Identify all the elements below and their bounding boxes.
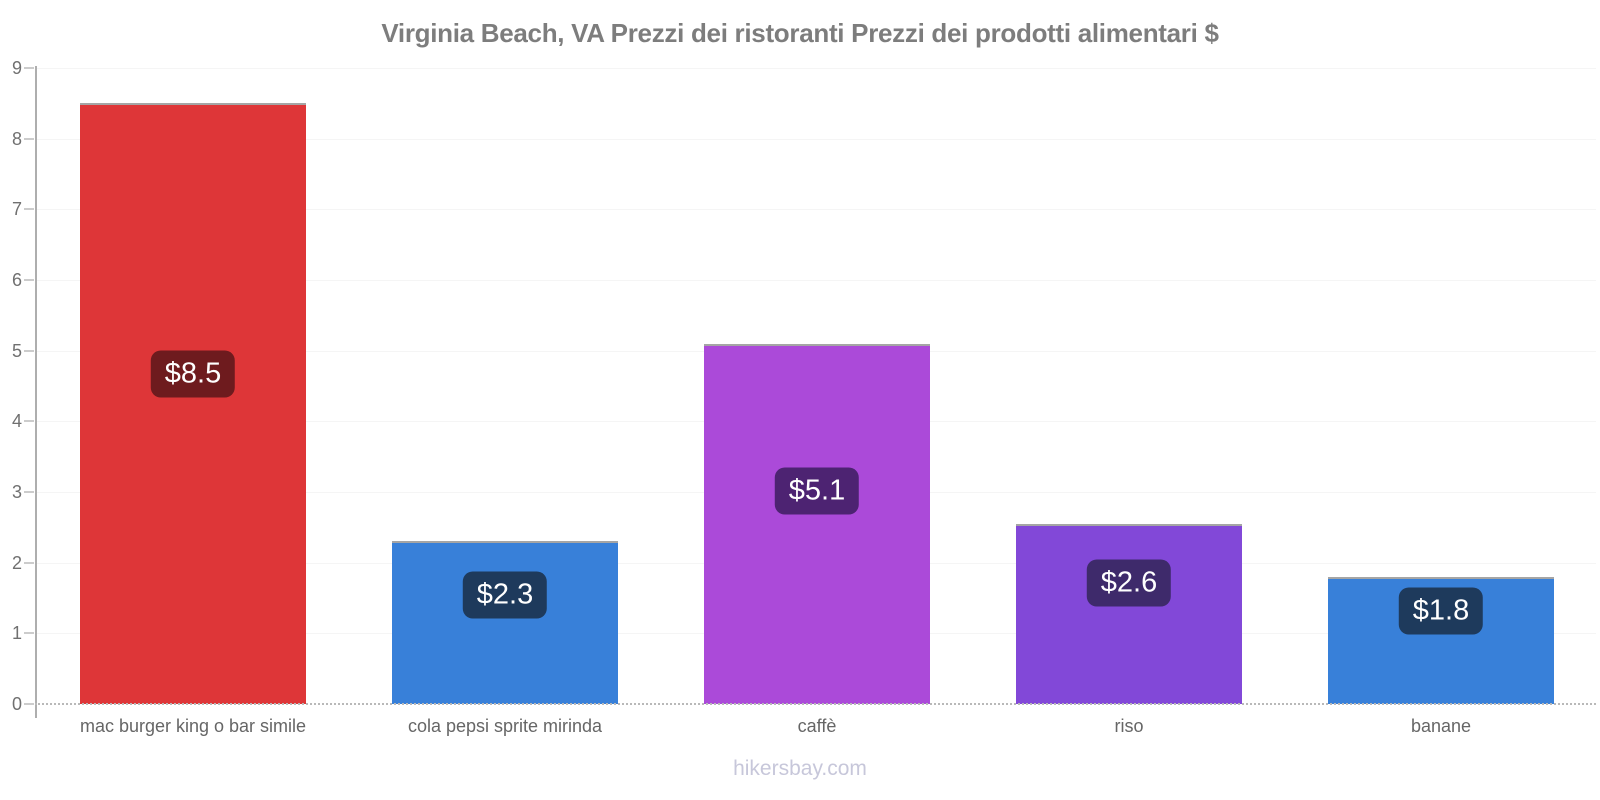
y-axis-label-7: 7 bbox=[11, 199, 22, 220]
value-badge-banane: $1.8 bbox=[1398, 587, 1484, 635]
y-axis-label-0: 0 bbox=[11, 694, 22, 714]
bar-riso[interactable] bbox=[1016, 523, 1242, 704]
y-axis-label-6: 6 bbox=[11, 269, 22, 290]
value-badge-cola-pepsi-sprite-mirinda: $2.3 bbox=[462, 571, 548, 619]
x-axis-label-mac-burger-king-o-bar-simile: mac burger king o bar simile bbox=[79, 716, 307, 736]
y-axis-tick-5 bbox=[24, 349, 34, 352]
watermark-hikersbay: hikersbay.com bbox=[733, 757, 867, 780]
value-badge-riso: $2.6 bbox=[1086, 559, 1172, 607]
y-axis-label-1: 1 bbox=[11, 623, 22, 644]
y-axis-tick-4 bbox=[24, 420, 34, 423]
x-axis-label-riso: riso bbox=[1114, 716, 1144, 736]
y-axis-tick-8 bbox=[24, 137, 34, 140]
bar-cola-pepsi-sprite-mirinda[interactable] bbox=[392, 541, 618, 704]
y-axis-label-3: 3 bbox=[11, 481, 22, 502]
gridline-7 bbox=[37, 209, 1596, 211]
x-axis-label-caffe: caffè bbox=[797, 716, 837, 736]
y-axis-tick-2 bbox=[24, 561, 34, 564]
gridline-6 bbox=[37, 279, 1596, 281]
y-axis-tick-3 bbox=[24, 490, 34, 493]
bar-mac-burger-king-o-bar-simile[interactable] bbox=[80, 103, 306, 704]
chart-title: Virginia Beach, VA Prezzi dei ristoranti… bbox=[381, 18, 1219, 48]
x-axis-baseline bbox=[35, 703, 1596, 705]
y-axis-label-8: 8 bbox=[11, 128, 22, 149]
y-axis-label-2: 2 bbox=[11, 552, 22, 573]
x-axis-label-cola-pepsi-sprite-mirinda: cola pepsi sprite mirinda bbox=[407, 716, 603, 736]
y-axis-line bbox=[35, 66, 37, 718]
bar-caffe[interactable] bbox=[704, 343, 930, 704]
value-badge-mac-burger-king-o-bar-simile: $8.5 bbox=[150, 350, 236, 398]
y-axis-tick-7 bbox=[24, 208, 34, 211]
y-axis-tick-1 bbox=[24, 632, 34, 635]
y-axis-tick-6 bbox=[24, 278, 34, 281]
gridline-8 bbox=[37, 138, 1596, 140]
x-axis-label-banane: banane bbox=[1410, 716, 1472, 736]
gridline-9 bbox=[37, 67, 1596, 69]
y-axis-tick-0 bbox=[24, 703, 34, 705]
y-axis-label-4: 4 bbox=[11, 411, 22, 432]
value-badge-caffe: $5.1 bbox=[774, 467, 860, 515]
y-axis-label-5: 5 bbox=[11, 340, 22, 361]
y-axis-label-9: 9 bbox=[11, 57, 22, 78]
y-axis-tick-9 bbox=[24, 66, 34, 69]
